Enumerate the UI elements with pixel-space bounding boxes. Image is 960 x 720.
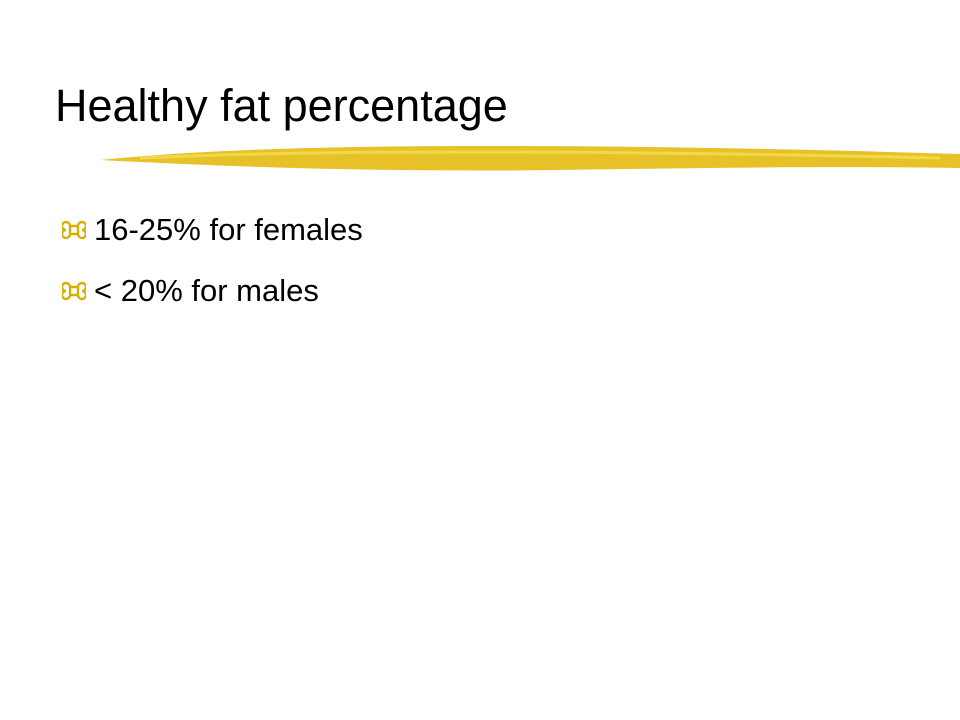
slide-title: Healthy fat percentage (55, 80, 508, 131)
bullet-text: < 20% for males (94, 273, 319, 308)
brush-highlight (139, 150, 941, 160)
bullet-icon (62, 220, 86, 240)
brush-stroke (100, 146, 960, 171)
bullet-item: < 20% for males (62, 273, 319, 309)
bullet-text: 16-25% for females (94, 212, 363, 247)
bullet-item: 16-25% for females (62, 212, 363, 248)
bullet-icon (62, 281, 86, 301)
